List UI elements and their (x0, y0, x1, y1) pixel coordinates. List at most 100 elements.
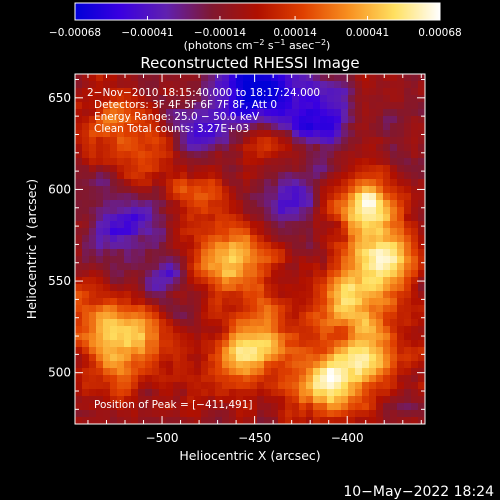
heatmap-cell (285, 263, 293, 271)
heatmap-cell (341, 291, 349, 299)
heatmap-cell (103, 368, 111, 376)
heatmap-cell (131, 284, 139, 292)
heatmap-cell (369, 207, 377, 215)
heatmap-cell (376, 347, 384, 355)
heatmap-cell (313, 221, 321, 229)
heatmap-cell (215, 186, 223, 194)
heatmap-cell (82, 354, 90, 362)
heatmap-cell (201, 396, 209, 404)
heatmap-cell (103, 144, 111, 152)
heatmap-cell (89, 340, 97, 348)
heatmap-cell (208, 228, 216, 236)
heatmap-cell (138, 130, 146, 138)
heatmap-cell (355, 123, 363, 131)
heatmap-cell (362, 361, 370, 369)
heatmap-cell (215, 109, 223, 117)
heatmap-cell (278, 102, 286, 110)
colorbar-units: (photons cm−2 s−1 asec−2) (184, 38, 331, 52)
heatmap-cell (299, 158, 307, 166)
heatmap-cell (166, 277, 174, 285)
heatmap-cell (299, 340, 307, 348)
heatmap-cell (285, 214, 293, 222)
heatmap-cell (124, 74, 132, 82)
heatmap-cell (173, 235, 181, 243)
heatmap-cell (180, 361, 188, 369)
heatmap-cell (250, 263, 258, 271)
heatmap-cell (362, 305, 370, 313)
heatmap-cell (355, 81, 363, 89)
heatmap-cell (355, 137, 363, 145)
heatmap-cell (264, 256, 272, 264)
heatmap-cell (103, 123, 111, 131)
heatmap-cell (334, 284, 342, 292)
heatmap-cell (334, 417, 342, 424)
annotation-clean-counts: Clean Total counts: 3.27E+03 (94, 123, 249, 135)
heatmap-cell (271, 382, 279, 390)
heatmap-cell (292, 123, 300, 131)
heatmap-cell (201, 256, 209, 264)
heatmap-cell (418, 298, 425, 306)
heatmap-cell (194, 235, 202, 243)
heatmap-cell (341, 193, 349, 201)
heatmap-cell (173, 396, 181, 404)
heatmap-cell (264, 165, 272, 173)
heatmap-cell (348, 193, 356, 201)
heatmap-cell (369, 319, 377, 327)
heatmap-cell (201, 410, 209, 418)
heatmap-cell (355, 249, 363, 257)
heatmap-cell (418, 249, 425, 257)
heatmap-cell (341, 158, 349, 166)
heatmap-cell (124, 361, 132, 369)
heatmap-cell (327, 375, 335, 383)
heatmap-cell (383, 81, 391, 89)
heatmap-cell (404, 326, 412, 334)
heatmap-cell (138, 354, 146, 362)
heatmap-cell (180, 172, 188, 180)
heatmap-cell (96, 144, 104, 152)
heatmap-cell (376, 361, 384, 369)
heatmap-cell (159, 403, 167, 411)
heatmap-cell (383, 74, 391, 82)
heatmap-cell (306, 200, 314, 208)
heatmap-cell (229, 193, 237, 201)
heatmap-cell (222, 123, 230, 131)
heatmap-cell (355, 319, 363, 327)
heatmap-cell (327, 333, 335, 341)
heatmap-cell (229, 382, 237, 390)
heatmap-cell (369, 326, 377, 334)
heatmap-cell (264, 151, 272, 159)
heatmap-cell (124, 137, 132, 145)
heatmap-cell (243, 305, 251, 313)
heatmap-cell (208, 354, 216, 362)
heatmap-cell (306, 375, 314, 383)
heatmap-cell (383, 235, 391, 243)
heatmap-cell (145, 270, 153, 278)
heatmap-cell (418, 291, 425, 299)
heatmap-cell (166, 102, 174, 110)
heatmap-cell (96, 396, 104, 404)
heatmap-cell (180, 291, 188, 299)
heatmap-cell (89, 116, 97, 124)
heatmap-cell (348, 305, 356, 313)
y-axis-tick-label: 650 (48, 91, 71, 105)
heatmap-cell (124, 263, 132, 271)
heatmap-cell (243, 116, 251, 124)
heatmap-cell (159, 368, 167, 376)
heatmap-cell (159, 270, 167, 278)
heatmap-cell (201, 193, 209, 201)
heatmap-cell (194, 403, 202, 411)
heatmap-cell (110, 403, 118, 411)
heatmap-cell (75, 305, 83, 313)
heatmap-cell (355, 326, 363, 334)
heatmap-cell (82, 158, 90, 166)
heatmap-cell (229, 305, 237, 313)
heatmap-cell (229, 298, 237, 306)
heatmap-cell (411, 102, 419, 110)
heatmap-cell (96, 151, 104, 159)
heatmap-cell (222, 88, 230, 96)
heatmap-cell (418, 130, 425, 138)
colorbar-tick-label: 0.00068 (418, 27, 461, 39)
heatmap-cell (292, 298, 300, 306)
heatmap-cell (145, 179, 153, 187)
heatmap-cell (124, 193, 132, 201)
